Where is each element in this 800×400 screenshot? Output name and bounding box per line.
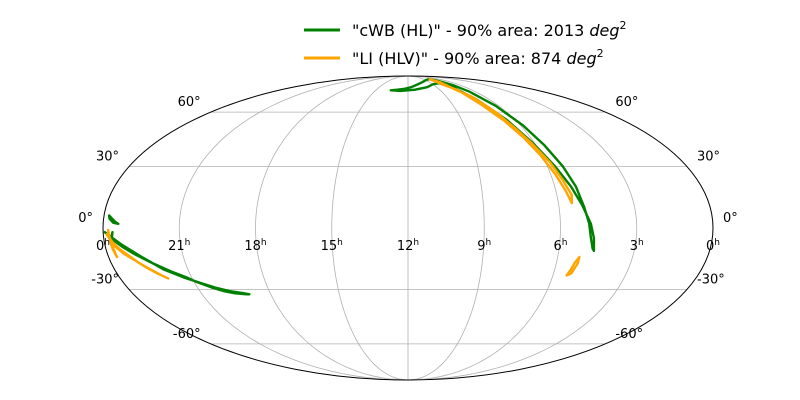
cwb-contour — [389, 78, 596, 253]
mollweide-frame — [102, 75, 714, 381]
cwb-contour — [107, 214, 120, 226]
dec-tick-label: 60° — [178, 95, 201, 110]
ra-tick-label: 3h — [630, 238, 644, 254]
ra-tick-label: 6h — [554, 238, 568, 254]
dec-tick-label: 0° — [723, 211, 738, 226]
dec-tick-label: -30° — [697, 272, 725, 287]
legend-label-cwb: "cWB (HL)" - 90% area: 2013 deg2 — [352, 19, 627, 40]
li-contour — [105, 233, 170, 280]
ra-tick-label: 0h — [96, 238, 110, 254]
ra-tick-label: 9h — [477, 238, 491, 254]
li-contour — [106, 228, 119, 259]
ra-tick-label: 18h — [244, 238, 266, 254]
ra-tick-label: 12h — [397, 238, 419, 254]
li-contour — [428, 78, 574, 205]
dec-tick-label: -60° — [615, 327, 643, 342]
dec-tick-label: -60° — [173, 327, 201, 342]
legend: "cWB (HL)" - 90% area: 2013 deg2 "LI (HLV… — [304, 19, 627, 68]
grid-meridian — [407, 75, 561, 381]
grid-meridian — [331, 75, 409, 381]
dec-tick-label: -30° — [91, 272, 119, 287]
grid-meridian — [255, 75, 409, 381]
ra-tick-label: 21h — [168, 238, 190, 254]
grid-meridian — [178, 75, 409, 381]
li-contour — [565, 255, 581, 277]
grid-meridian — [407, 75, 485, 381]
dec-tick-label: 60° — [615, 95, 638, 110]
grid-meridian — [407, 75, 638, 381]
tick-labels: 0h 21h 18h 15h 12h 9h 6h 3h 0h 60° 60° 30° 30° 0° 0° -3… — [78, 95, 738, 342]
ra-tick-label: 15h — [321, 238, 343, 254]
dec-tick-label: 0° — [78, 211, 93, 226]
ra-tick-label: 0h — [706, 238, 720, 254]
dec-tick-label: 30° — [697, 150, 720, 165]
contour-group — [103, 78, 596, 296]
legend-label-li: "LI (HLV)" - 90% area: 874 deg2 — [352, 47, 604, 68]
graticule — [128, 75, 688, 381]
dec-tick-label: 30° — [96, 150, 119, 165]
cwb-contour — [103, 230, 251, 296]
